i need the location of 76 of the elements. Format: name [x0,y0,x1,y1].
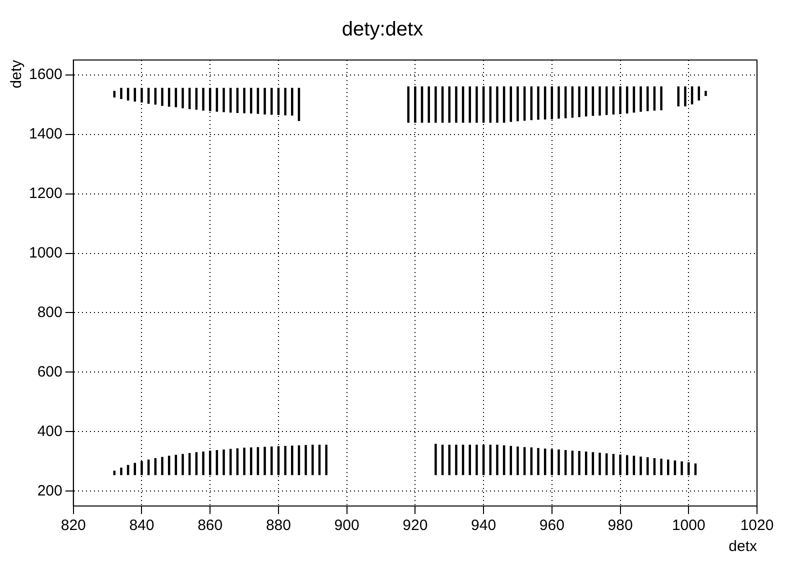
bar [312,444,314,476]
y-tick-label: 200 [37,482,62,500]
bar [448,444,450,476]
bar [476,86,478,123]
bar [598,452,601,476]
bar [476,444,478,476]
bar [182,88,184,108]
bar [516,86,519,122]
bar [455,444,458,476]
bar [202,452,204,476]
bar [640,86,642,112]
bar [660,86,662,110]
bar [222,88,225,112]
bar [468,86,472,123]
bar [428,86,430,123]
bar [304,445,307,476]
bar [120,468,122,476]
y-tick-label: 1400 [28,125,62,142]
bar [222,449,225,476]
bar [243,448,246,476]
bar [264,446,266,476]
x-tick-label: 860 [198,517,223,534]
bar [291,446,294,476]
bar [558,86,560,119]
y-tick-label: 600 [37,363,62,380]
x-tick-label: 1020 [740,517,774,534]
bar [270,88,273,115]
y-tick-label: 1200 [28,184,62,202]
x-tick-label: 840 [129,517,154,534]
bar [291,88,294,116]
bar [640,456,642,476]
x-tick-label: 1000 [672,517,706,534]
bar [455,86,458,123]
bar [468,444,472,476]
bar [182,454,184,476]
bar [537,448,540,476]
x-axis-title: detx [728,538,758,556]
bar [704,90,707,96]
bar [448,86,450,123]
y-axis-title: dety [8,60,26,88]
bar [243,88,246,114]
bar [667,460,670,476]
x-tick-label: 940 [471,517,496,534]
x-tick-label: 960 [539,517,564,534]
y-tick-label: 1000 [28,244,62,262]
bar [325,444,328,476]
y-tick-label: 400 [37,422,62,440]
bar [161,88,164,106]
x-tick-label: 900 [334,517,360,534]
bar [264,88,266,114]
bar [537,86,540,120]
bar [407,86,410,123]
bar [270,446,273,476]
bar [516,446,519,476]
x-tick-label: 820 [60,517,86,534]
y-tick-label: 800 [37,304,62,321]
y-tick-label: 1600 [28,66,62,84]
x-tick-label: 920 [402,517,428,534]
x-tick-label: 980 [608,517,633,534]
bar [496,444,498,476]
bar [284,88,286,116]
bar [284,446,286,476]
bar [578,86,580,118]
chart-title: dety:detx [342,18,424,41]
bar [598,86,601,116]
bar [161,456,164,476]
bar [120,88,122,99]
bar [680,461,683,476]
bar [578,450,580,476]
x-tick-label: 880 [266,517,291,534]
bar [558,449,560,476]
bar [434,86,437,123]
bar [434,444,437,476]
bar [660,458,662,476]
bar [202,88,204,111]
bar [496,86,498,123]
